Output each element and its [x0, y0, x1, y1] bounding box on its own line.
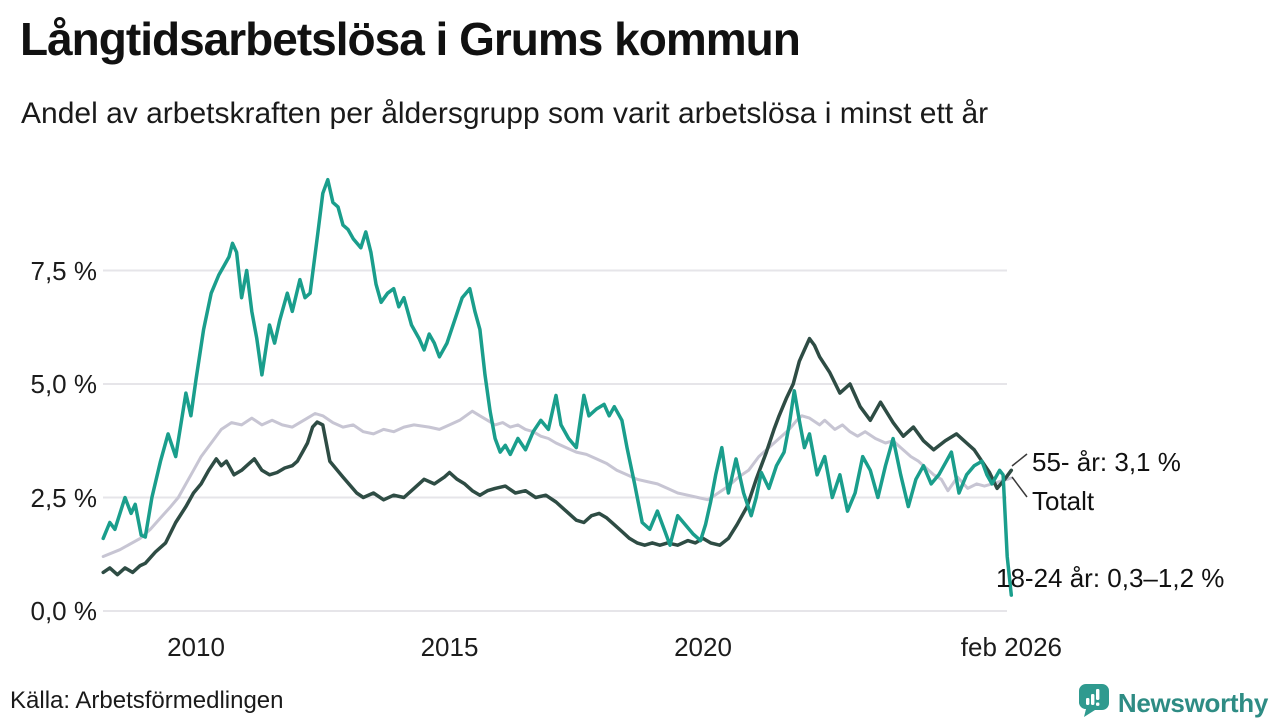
- y-axis-tick-label: 2,5 %: [30, 482, 98, 513]
- line-label-18-24: 18-24 år: 0,3–1,2 %: [996, 563, 1225, 593]
- y-axis-tick-label: 5,0 %: [30, 369, 98, 399]
- annotation-leader-line: [1011, 453, 1028, 467]
- y-axis-tick-label: 7,5 %: [30, 255, 98, 286]
- page-title: Långtidsarbetslösa i Grums kommun: [20, 13, 801, 65]
- series-line-Totalt: [101, 409, 1013, 558]
- newsworthy-logo-text: Newsworthy: [1117, 687, 1268, 718]
- x-axis-tick-label: feb 2026: [960, 632, 1063, 662]
- x-axis-tick-label: 2020: [674, 632, 732, 662]
- x-axis-tick-label: 2010: [167, 632, 225, 662]
- series-line-18-24-år: [101, 177, 1014, 597]
- page-subtitle: Andel av arbetskraften per åldersgrupp s…: [21, 97, 989, 130]
- x-axis-tick-label: 2015: [420, 632, 479, 662]
- newsworthy-logo-icon: [1078, 683, 1110, 723]
- series-line-55--år: [101, 336, 1014, 577]
- line-label-55-plus: 55- år: 3,1 %: [1032, 447, 1181, 477]
- line-label-total: Totalt: [1032, 486, 1095, 516]
- source-credit: Källa: Arbetsförmedlingen: [10, 687, 284, 714]
- y-axis-tick-label: 0,0 %: [30, 596, 98, 626]
- newsworthy-logo: Newsworthy: [1078, 683, 1268, 723]
- annotation-leader-line: [1011, 476, 1028, 498]
